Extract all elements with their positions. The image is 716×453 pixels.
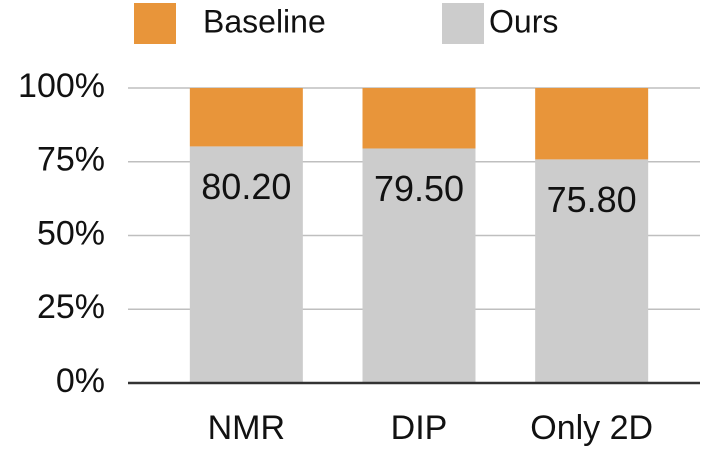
x-tick-label: Only 2D (530, 409, 653, 447)
value-label: 80.20 (201, 166, 291, 207)
bar-segment (362, 148, 476, 383)
bar-segment (535, 88, 649, 160)
legend-label: Baseline (203, 3, 326, 39)
x-tick-label: DIP (391, 409, 448, 447)
y-tick-label: 0% (56, 362, 105, 400)
bar-segment (362, 88, 476, 149)
y-tick-label: 50% (37, 214, 105, 252)
value-label: 79.50 (374, 168, 464, 209)
value-label: 75.80 (547, 179, 637, 220)
legend-swatch (442, 3, 484, 44)
bar-segment (189, 88, 303, 147)
y-tick-label: 25% (37, 288, 105, 326)
x-tick-label: NMR (208, 409, 285, 447)
y-tick-label: 100% (18, 67, 105, 105)
y-tick-label: 75% (37, 141, 105, 179)
legend-swatch (134, 3, 176, 44)
bar-segment (189, 146, 303, 383)
legend-label: Ours (489, 3, 558, 39)
bar-segment (535, 159, 649, 383)
